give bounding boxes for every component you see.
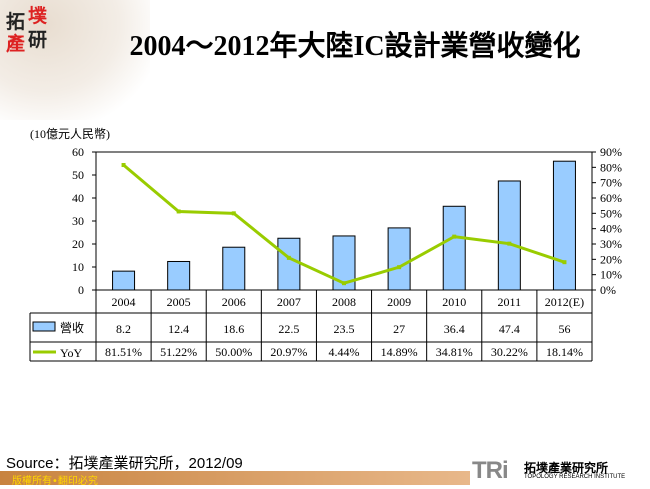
- yoy-value-cell: 14.89%: [381, 345, 418, 359]
- y2-tick-label: 10%: [600, 268, 622, 282]
- background-map: [0, 0, 150, 120]
- y-axis-unit: (10億元人民幣): [30, 127, 110, 141]
- y2-tick-label: 90%: [600, 145, 622, 159]
- yoy-value-cell: 30.22%: [491, 345, 528, 359]
- bar: [442, 205, 466, 291]
- brand-name-en: TOPOLOGY RESEARCH INSTITUTE: [524, 474, 626, 480]
- yoy-point: [562, 260, 567, 265]
- bar-value-cell: 12.4: [168, 322, 189, 336]
- yoy-value-cell: 34.81%: [436, 345, 473, 359]
- x-category-label: 2007: [277, 295, 301, 309]
- y2-tick-label: 60%: [600, 191, 622, 205]
- y2-tick-label: 0%: [600, 283, 616, 297]
- bar: [497, 180, 521, 291]
- page-title: 2004～2012年大陸IC設計業營收變化: [129, 31, 581, 62]
- y-tick-label: 40: [72, 191, 84, 205]
- y2-tick-label: 50%: [600, 206, 622, 220]
- y-tick-label: 50: [72, 168, 84, 182]
- yoy-point: [121, 163, 126, 168]
- source-note: Source：拓墣產業研究所，2012/09: [6, 455, 243, 472]
- bar-value-cell: 47.4: [499, 322, 520, 336]
- bar: [552, 160, 576, 291]
- bar-value-cell: 56: [558, 322, 570, 336]
- copyright: 版權所有•翻印必究: [12, 476, 98, 487]
- x-category-label: 2012(E): [545, 295, 584, 309]
- y2-tick-label: 20%: [600, 252, 622, 266]
- x-category-label: 2005: [167, 295, 191, 309]
- yoy-value-cell: 50.00%: [215, 345, 252, 359]
- bar: [277, 237, 301, 291]
- y-tick-label: 0: [78, 283, 84, 297]
- logo-char: 拓: [6, 11, 26, 33]
- bar-value-cell: 18.6: [223, 322, 244, 336]
- footer-bar: 版權所有•翻印必究: [0, 471, 470, 487]
- y2-tick-label: 30%: [600, 237, 622, 251]
- bar-value-cell: 36.4: [444, 322, 465, 336]
- bar-value-cell: 22.5: [278, 322, 299, 336]
- yoy-value-cell: 81.51%: [105, 345, 142, 359]
- bar: [112, 270, 136, 291]
- x-category-label: 2006: [222, 295, 246, 309]
- brand-logo: TRi 拓墣產業研究所 TOPOLOGY RESEARCH INSTITUTE: [472, 457, 625, 485]
- logo-char: 研: [28, 29, 48, 51]
- y2-tick-label: 80%: [600, 160, 622, 174]
- yoy-point: [286, 255, 291, 260]
- y-tick-label: 30: [72, 214, 84, 228]
- brand-name-cn: 拓墣產業研究所: [524, 461, 609, 475]
- y-tick-label: 60: [72, 145, 84, 159]
- yoy-value-cell: 4.44%: [329, 345, 360, 359]
- y2-tick-label: 40%: [600, 222, 622, 236]
- logo-char: 產: [6, 33, 26, 55]
- legend-bar-swatch: [32, 321, 56, 332]
- yoy-point: [176, 209, 181, 214]
- bar: [332, 235, 356, 291]
- y2-tick-label: 70%: [600, 176, 622, 190]
- x-category-label: 2010: [442, 295, 466, 309]
- yoy-value-cell: 20.97%: [270, 345, 307, 359]
- brand-mark: TRi: [472, 457, 509, 484]
- x-category-label: 2004: [112, 295, 136, 309]
- bar-value-cell: 23.5: [334, 322, 355, 336]
- bar: [222, 246, 246, 291]
- yoy-point: [452, 234, 457, 239]
- yoy-point: [507, 241, 512, 246]
- x-category-label: 2009: [387, 295, 411, 309]
- yoy-point: [231, 211, 236, 216]
- bar-value-cell: 27: [393, 322, 405, 336]
- logo-char: 墣: [28, 5, 48, 27]
- x-category-label: 2011: [498, 295, 522, 309]
- yoy-point: [397, 265, 402, 270]
- legend-bar-label: 營收: [60, 321, 84, 335]
- y-tick-label: 20: [72, 237, 84, 251]
- y-tick-label: 10: [72, 260, 84, 274]
- logo: 拓 墣 產 研: [6, 6, 50, 56]
- legend-line-label: YoY: [60, 346, 82, 360]
- yoy-value-cell: 51.22%: [160, 345, 197, 359]
- x-category-label: 2008: [332, 295, 356, 309]
- bar: [167, 260, 191, 291]
- bar: [387, 227, 411, 291]
- yoy-point: [342, 281, 346, 286]
- yoy-value-cell: 18.14%: [546, 345, 583, 359]
- bar-value-cell: 8.2: [116, 322, 131, 336]
